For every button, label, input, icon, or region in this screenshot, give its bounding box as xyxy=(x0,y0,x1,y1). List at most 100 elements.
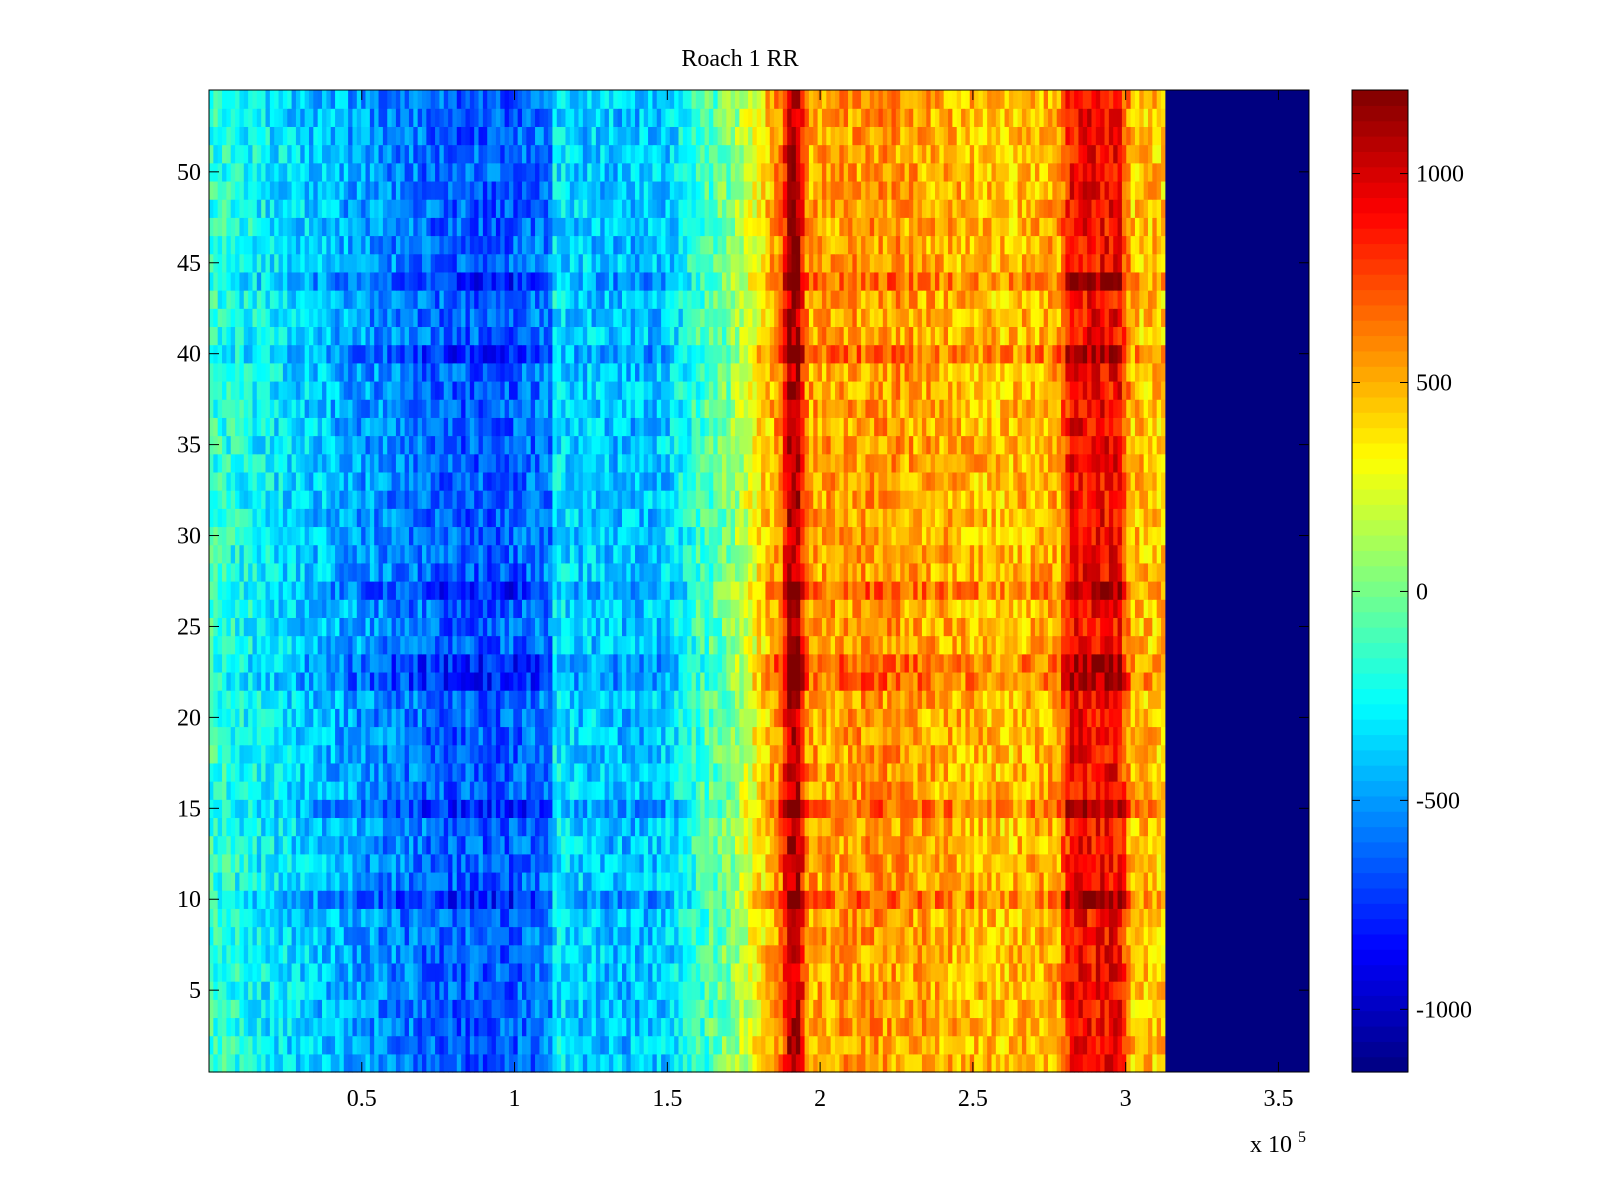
heatmap-cell xyxy=(291,999,297,1019)
heatmap-cell xyxy=(674,926,680,946)
heatmap-cell xyxy=(1100,1035,1106,1055)
heatmap-cell xyxy=(700,926,706,946)
heatmap-cell xyxy=(291,781,297,800)
heatmap-cell xyxy=(882,835,888,855)
heatmap-cell xyxy=(913,744,919,764)
heatmap-cell xyxy=(761,1053,767,1073)
heatmap-cell xyxy=(891,781,897,800)
heatmap-cell xyxy=(1078,1035,1084,1055)
heatmap-cell xyxy=(913,817,919,837)
heatmap-cell xyxy=(535,926,540,946)
heatmap-cell xyxy=(835,744,840,764)
heatmap-cell xyxy=(1052,853,1058,873)
heatmap-cell xyxy=(291,799,297,819)
heatmap-cell xyxy=(648,653,654,673)
heatmap-cell xyxy=(621,871,627,891)
heatmap-cell xyxy=(378,853,384,873)
heatmap-cell xyxy=(1052,708,1058,728)
heatmap-cell xyxy=(569,871,575,891)
heatmap-cell xyxy=(761,944,767,964)
heatmap-cell xyxy=(821,1017,827,1037)
heatmap-cell xyxy=(369,762,375,782)
heatmap-cell xyxy=(1139,962,1145,982)
heatmap-cell xyxy=(526,908,532,928)
heatmap-cell xyxy=(661,653,667,673)
heatmap-cell xyxy=(656,962,662,982)
heatmap-cell xyxy=(243,926,249,946)
heatmap-cell xyxy=(304,853,310,873)
heatmap-cell xyxy=(513,708,519,728)
heatmap-cell xyxy=(209,1053,214,1073)
heatmap-cell xyxy=(539,871,545,891)
heatmap-cell xyxy=(539,671,545,691)
heatmap-cell xyxy=(652,799,658,819)
heatmap-cell xyxy=(1030,853,1036,873)
heatmap-cell xyxy=(1048,708,1053,728)
heatmap-cell xyxy=(969,944,975,964)
heatmap-cell xyxy=(222,962,227,982)
heatmap-cell xyxy=(522,1035,527,1055)
heatmap-cell xyxy=(222,671,227,691)
heatmap-cell xyxy=(682,1053,688,1073)
heatmap-cell xyxy=(678,926,684,946)
heatmap-cell xyxy=(1078,890,1084,909)
heatmap-cell xyxy=(504,944,510,964)
heatmap-cell xyxy=(226,781,232,800)
heatmap-cell xyxy=(748,799,754,819)
heatmap-cell xyxy=(1091,1017,1097,1037)
heatmap-cell xyxy=(252,1017,258,1037)
heatmap-cell xyxy=(813,926,819,946)
heatmap-cell xyxy=(900,744,906,764)
heatmap-cell xyxy=(930,1017,936,1037)
heatmap-cell xyxy=(852,871,858,891)
heatmap-cell xyxy=(769,762,775,782)
heatmap-cell xyxy=(435,744,441,764)
heatmap-cell xyxy=(804,926,810,946)
heatmap-cell xyxy=(269,999,275,1019)
heatmap-cell xyxy=(361,871,367,891)
heatmap-cell xyxy=(835,999,840,1019)
heatmap-cell xyxy=(604,708,610,728)
heatmap-cell xyxy=(669,835,675,855)
heatmap-cell xyxy=(243,744,249,764)
heatmap-cell xyxy=(656,744,662,764)
heatmap-cell xyxy=(330,817,336,837)
heatmap-cell xyxy=(491,671,497,691)
heatmap-cell xyxy=(1087,853,1093,873)
heatmap-cell xyxy=(978,726,984,746)
heatmap-cell xyxy=(808,781,814,800)
heatmap-cell xyxy=(678,799,684,819)
heatmap-cell xyxy=(869,653,875,673)
heatmap-cell xyxy=(213,781,219,800)
heatmap-cell xyxy=(1013,981,1019,1000)
heatmap-cell xyxy=(335,653,341,673)
heatmap-cell xyxy=(539,799,545,819)
heatmap-cell xyxy=(839,999,845,1019)
heatmap-cell xyxy=(465,944,471,964)
heatmap-cell xyxy=(921,690,927,709)
heatmap-cell xyxy=(226,653,232,673)
heatmap-cell xyxy=(556,926,562,946)
heatmap-cell xyxy=(1121,1017,1127,1037)
heatmap-cell xyxy=(252,817,258,837)
heatmap-cell xyxy=(848,671,853,691)
heatmap-cell xyxy=(952,944,958,964)
heatmap-cell xyxy=(578,653,584,673)
heatmap-cell xyxy=(904,1017,910,1037)
heatmap-cell xyxy=(956,908,962,928)
heatmap-cell xyxy=(735,1053,740,1073)
heatmap-cell xyxy=(474,981,480,1000)
heatmap-cell xyxy=(587,926,593,946)
heatmap-cell xyxy=(726,781,732,800)
heatmap-cell xyxy=(552,708,558,728)
heatmap-cell xyxy=(717,726,723,746)
heatmap-cell xyxy=(691,1035,697,1055)
heatmap-cell xyxy=(304,690,310,709)
heatmap-cell xyxy=(530,1017,536,1037)
heatmap-cell xyxy=(961,1035,967,1055)
heatmap-cell xyxy=(1000,690,1006,709)
heatmap-cell xyxy=(626,671,632,691)
heatmap-cell xyxy=(961,1017,967,1037)
heatmap-cell xyxy=(269,1035,275,1055)
heatmap-cell xyxy=(543,926,549,946)
